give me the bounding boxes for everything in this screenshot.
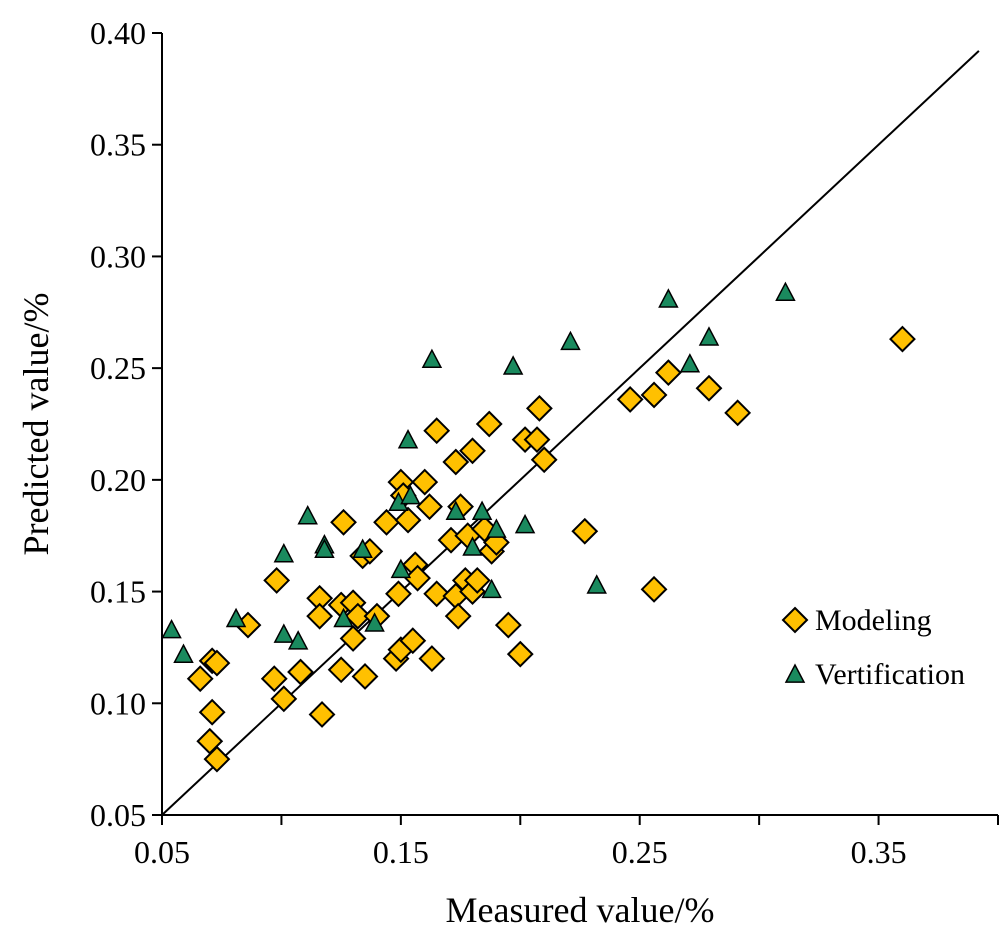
modeling-point — [418, 645, 446, 673]
y-tick-label: 0.40 — [90, 15, 146, 51]
y-tick-label: 0.20 — [90, 462, 146, 498]
modeling-point — [506, 640, 534, 668]
modeling-point — [263, 566, 291, 594]
vertification-point — [333, 607, 354, 628]
vertification-point — [679, 353, 701, 373]
modeling-point — [373, 508, 400, 536]
y-tick-label: 0.30 — [90, 238, 146, 274]
modeling-point — [404, 564, 431, 592]
vertification-point — [421, 348, 443, 369]
series-vertification — [161, 281, 796, 663]
modeling-point — [640, 381, 668, 409]
vertification-point — [273, 542, 295, 563]
legend: Modeling Vertification — [781, 604, 965, 691]
vertification-point — [287, 630, 309, 650]
vertification-point — [514, 513, 536, 534]
modeling-point — [530, 446, 558, 474]
modeling-point — [571, 517, 599, 545]
modeling-point — [198, 698, 226, 726]
axes — [152, 32, 999, 825]
y-tick-label: 0.10 — [90, 685, 146, 721]
y-axis-label: Predicted value/% — [16, 293, 56, 556]
reference-line-y-equals-x — [161, 50, 980, 816]
x-tick-label: 0.15 — [373, 834, 429, 870]
x-tick-label: 0.25 — [612, 834, 668, 870]
vertification-point — [297, 504, 318, 525]
vertification-point — [400, 484, 421, 505]
vertification-point — [586, 574, 607, 594]
tick-labels: 0.05 0.10 0.15 0.20 0.25 0.30 0.35 0.40 0.05 0.15… — [90, 15, 907, 870]
modeling-point — [330, 508, 357, 536]
modeling-point — [444, 602, 472, 630]
modeling-point — [385, 580, 412, 608]
modeling-point — [339, 625, 367, 652]
vertification-point — [462, 536, 483, 556]
modeling-point — [399, 627, 427, 655]
x-tick-label: 0.35 — [851, 834, 907, 870]
vertification-point — [352, 538, 373, 558]
vertification-point — [486, 518, 507, 538]
vertification-point — [364, 612, 385, 632]
modeling-point — [411, 468, 439, 496]
modeling-point — [351, 663, 379, 690]
modeling-point — [654, 359, 682, 387]
y-tick-label: 0.05 — [90, 797, 146, 833]
modeling-point — [616, 386, 644, 413]
modeling-point — [423, 580, 451, 608]
modeling-point — [525, 394, 553, 422]
vertification-point — [658, 288, 679, 308]
modeling-point — [287, 658, 314, 686]
legend-vertification-label: Vertification — [815, 658, 965, 691]
legend-diamond-icon — [781, 606, 809, 634]
modeling-point — [203, 745, 231, 773]
modeling-point — [327, 656, 355, 684]
modeling-point — [695, 374, 723, 402]
modeling-point — [270, 685, 298, 713]
x-tick-label: 0.05 — [134, 834, 190, 870]
legend-triangle-icon — [784, 663, 806, 683]
legend-vertification-marker-icon — [784, 663, 806, 683]
y-tick-label: 0.15 — [90, 574, 146, 610]
vertification-point — [390, 558, 412, 579]
modeling-point — [494, 611, 522, 639]
modeling-point — [724, 399, 752, 427]
x-axis-label: Measured value/% — [446, 890, 715, 930]
modeling-point — [394, 506, 422, 534]
vertification-point — [273, 623, 295, 643]
modeling-point — [186, 665, 214, 693]
modeling-point — [423, 417, 451, 445]
vertification-point — [397, 429, 419, 449]
modeling-point — [640, 575, 668, 603]
vertification-point — [225, 607, 247, 628]
legend-modeling-marker-icon — [781, 606, 809, 634]
modeling-point — [344, 602, 372, 630]
vertification-point — [471, 500, 493, 520]
vertification-point — [698, 326, 720, 346]
modeling-point — [459, 437, 486, 465]
modeling-point — [475, 410, 503, 438]
vertification-point — [314, 538, 335, 558]
modeling-point — [308, 701, 336, 728]
vertification-point — [502, 355, 524, 375]
modeling-point — [463, 566, 491, 594]
vertification-point — [481, 578, 502, 599]
modeling-point — [203, 649, 231, 677]
modeling-point — [889, 325, 916, 353]
modeling-point — [260, 665, 288, 693]
modeling-point — [306, 602, 334, 630]
y-tick-label: 0.25 — [90, 350, 146, 386]
vertification-point — [445, 500, 467, 520]
modeling-point — [442, 448, 470, 476]
vertification-point — [173, 643, 194, 663]
vertification-point — [161, 618, 182, 639]
legend-modeling-label: Modeling — [815, 604, 932, 637]
y-tick-label: 0.35 — [90, 127, 146, 163]
series-modeling — [186, 325, 916, 773]
vertification-point — [560, 330, 581, 351]
modeling-point — [523, 426, 551, 454]
data-points — [161, 281, 916, 773]
vertification-point — [775, 281, 796, 302]
modeling-point — [416, 493, 443, 521]
